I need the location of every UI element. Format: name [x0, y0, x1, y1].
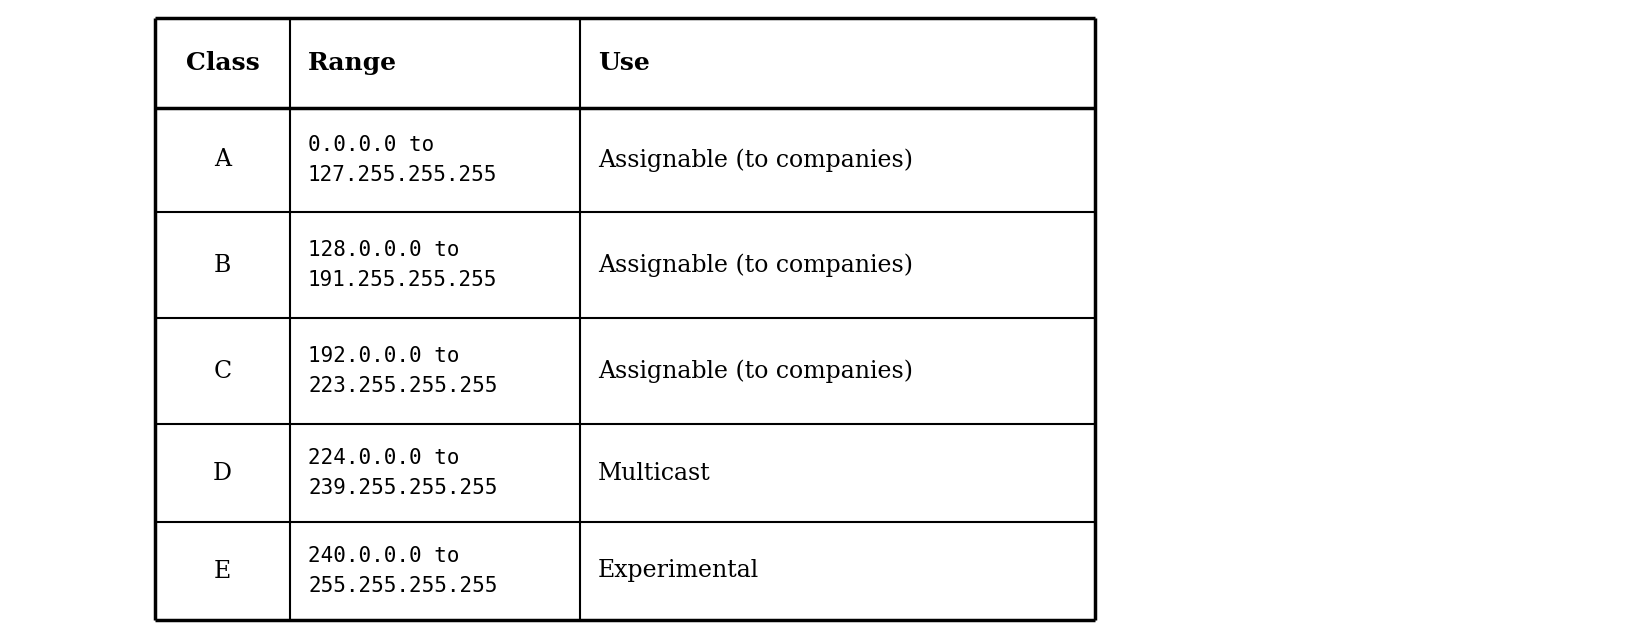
Text: 192.0.0.0 to
223.255.255.255: 192.0.0.0 to 223.255.255.255: [309, 346, 497, 396]
Text: B: B: [214, 253, 231, 276]
Text: A: A: [214, 149, 231, 172]
Text: E: E: [214, 560, 231, 582]
Text: Class: Class: [185, 51, 259, 75]
Text: C: C: [213, 359, 231, 383]
Text: Multicast: Multicast: [597, 461, 711, 484]
Text: Assignable (to companies): Assignable (to companies): [597, 253, 912, 277]
Text: Use: Use: [597, 51, 650, 75]
Text: Experimental: Experimental: [597, 560, 759, 582]
Text: 128.0.0.0 to
191.255.255.255: 128.0.0.0 to 191.255.255.255: [309, 240, 497, 290]
Text: 0.0.0.0 to
127.255.255.255: 0.0.0.0 to 127.255.255.255: [309, 135, 497, 185]
Text: D: D: [213, 461, 233, 484]
Text: 240.0.0.0 to
255.255.255.255: 240.0.0.0 to 255.255.255.255: [309, 545, 497, 596]
Text: Assignable (to companies): Assignable (to companies): [597, 148, 912, 172]
Text: Range: Range: [309, 51, 398, 75]
Text: 224.0.0.0 to
239.255.255.255: 224.0.0.0 to 239.255.255.255: [309, 448, 497, 498]
Text: Assignable (to companies): Assignable (to companies): [597, 359, 912, 383]
